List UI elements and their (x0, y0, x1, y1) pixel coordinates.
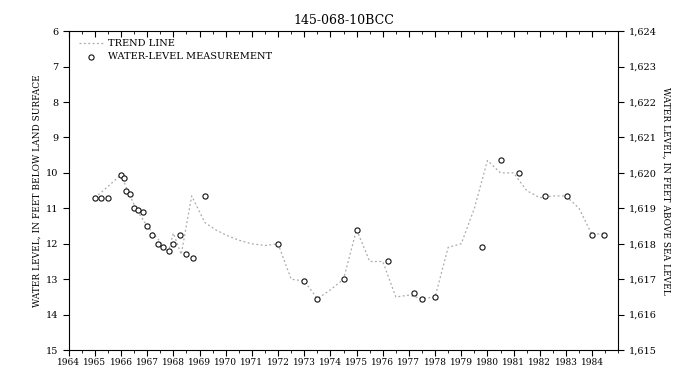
TREND LINE (392, 294, 400, 299)
WATER-LEVEL MEASUREMENT (539, 193, 550, 199)
WATER-LEVEL MEASUREMENT (312, 296, 323, 302)
TREND LINE (379, 259, 387, 264)
TREND LINE (326, 287, 335, 292)
TREND LINE (248, 242, 256, 246)
TREND LINE (405, 293, 413, 298)
TREND LINE (339, 277, 348, 282)
WATER-LEVEL MEASUREMENT (147, 232, 158, 238)
TREND LINE (143, 224, 151, 228)
TREND LINE (457, 242, 465, 246)
TREND LINE (313, 296, 322, 301)
TREND LINE (549, 194, 557, 198)
WATER-LEVEL MEASUREMENT (174, 232, 185, 238)
WATER-LEVEL MEASUREMENT (199, 193, 210, 199)
TREND LINE (431, 294, 439, 299)
WATER-LEVEL MEASUREMENT (168, 241, 179, 247)
WATER-LEVEL MEASUREMENT (89, 194, 100, 201)
WATER-LEVEL MEASUREMENT (128, 205, 139, 212)
WATER-LEVEL MEASUREMENT (477, 244, 488, 251)
TREND LINE (484, 158, 492, 163)
WATER-LEVEL MEASUREMENT (142, 223, 153, 229)
TREND LINE (497, 170, 505, 175)
TREND LINE (536, 195, 544, 200)
TREND LINE (101, 186, 109, 191)
TREND LINE (523, 188, 531, 193)
WATER-LEVEL MEASUREMENT (181, 251, 192, 258)
WATER-LEVEL MEASUREMENT (102, 194, 113, 201)
TREND LINE (418, 296, 426, 301)
WATER-LEVEL MEASUREMENT (587, 232, 598, 238)
TREND LINE (164, 250, 172, 255)
TREND LINE (562, 194, 570, 198)
TREND LINE (201, 220, 209, 225)
WATER-LEVEL MEASUREMENT (299, 278, 310, 284)
TREND LINE (274, 242, 282, 246)
TREND LINE (588, 233, 596, 237)
Title: 145-068-10BCC: 145-068-10BCC (293, 14, 394, 27)
WATER-LEVEL MEASUREMENT (153, 241, 164, 247)
TREND LINE (575, 206, 583, 211)
TREND LINE (211, 227, 219, 232)
WATER-LEVEL MEASUREMENT (133, 207, 144, 213)
TREND LINE (444, 245, 452, 250)
WATER-LEVEL MEASUREMENT (429, 294, 440, 300)
WATER-LEVEL MEASUREMENT (96, 194, 107, 201)
TREND LINE (169, 231, 177, 235)
Legend: TREND LINE, WATER-LEVEL MEASUREMENT: TREND LINE, WATER-LEVEL MEASUREMENT (79, 39, 272, 61)
WATER-LEVEL MEASUREMENT (598, 232, 609, 238)
WATER-LEVEL MEASUREMENT (351, 226, 362, 233)
WATER-LEVEL MEASUREMENT (138, 209, 149, 215)
TREND LINE (154, 236, 162, 241)
WATER-LEVEL MEASUREMENT (338, 276, 349, 282)
TREND LINE (352, 227, 361, 232)
TREND LINE (470, 206, 478, 211)
TREND LINE (601, 231, 609, 235)
WATER-LEVEL MEASUREMENT (562, 193, 573, 199)
TREND LINE (177, 252, 185, 257)
WATER-LEVEL MEASUREMENT (383, 258, 394, 265)
Y-axis label: WATER LEVEL, IN FEET ABOVE SEA LEVEL: WATER LEVEL, IN FEET ABOVE SEA LEVEL (661, 87, 670, 294)
WATER-LEVEL MEASUREMENT (513, 170, 524, 176)
WATER-LEVEL MEASUREMENT (121, 187, 132, 194)
Y-axis label: WATER LEVEL, IN FEET BELOW LAND SURFACE: WATER LEVEL, IN FEET BELOW LAND SURFACE (32, 74, 42, 307)
WATER-LEVEL MEASUREMENT (409, 290, 420, 296)
TREND LINE (222, 233, 230, 237)
TREND LINE (510, 170, 518, 175)
TREND LINE (117, 172, 125, 177)
TREND LINE (133, 208, 141, 212)
WATER-LEVEL MEASUREMENT (125, 191, 136, 197)
WATER-LEVEL MEASUREMENT (157, 244, 168, 251)
WATER-LEVEL MEASUREMENT (495, 158, 506, 164)
WATER-LEVEL MEASUREMENT (273, 241, 284, 247)
WATER-LEVEL MEASUREMENT (416, 296, 427, 302)
TREND LINE (235, 238, 243, 243)
WATER-LEVEL MEASUREMENT (115, 172, 126, 178)
WATER-LEVEL MEASUREMENT (118, 175, 129, 181)
TREND LINE (124, 188, 132, 193)
WATER-LEVEL MEASUREMENT (164, 248, 175, 254)
TREND LINE (188, 194, 196, 198)
Line: TREND LINE: TREND LINE (95, 161, 605, 299)
TREND LINE (91, 195, 99, 200)
TREND LINE (300, 279, 308, 283)
WATER-LEVEL MEASUREMENT (188, 255, 199, 261)
TREND LINE (365, 259, 374, 264)
TREND LINE (261, 243, 269, 248)
TREND LINE (287, 277, 295, 282)
